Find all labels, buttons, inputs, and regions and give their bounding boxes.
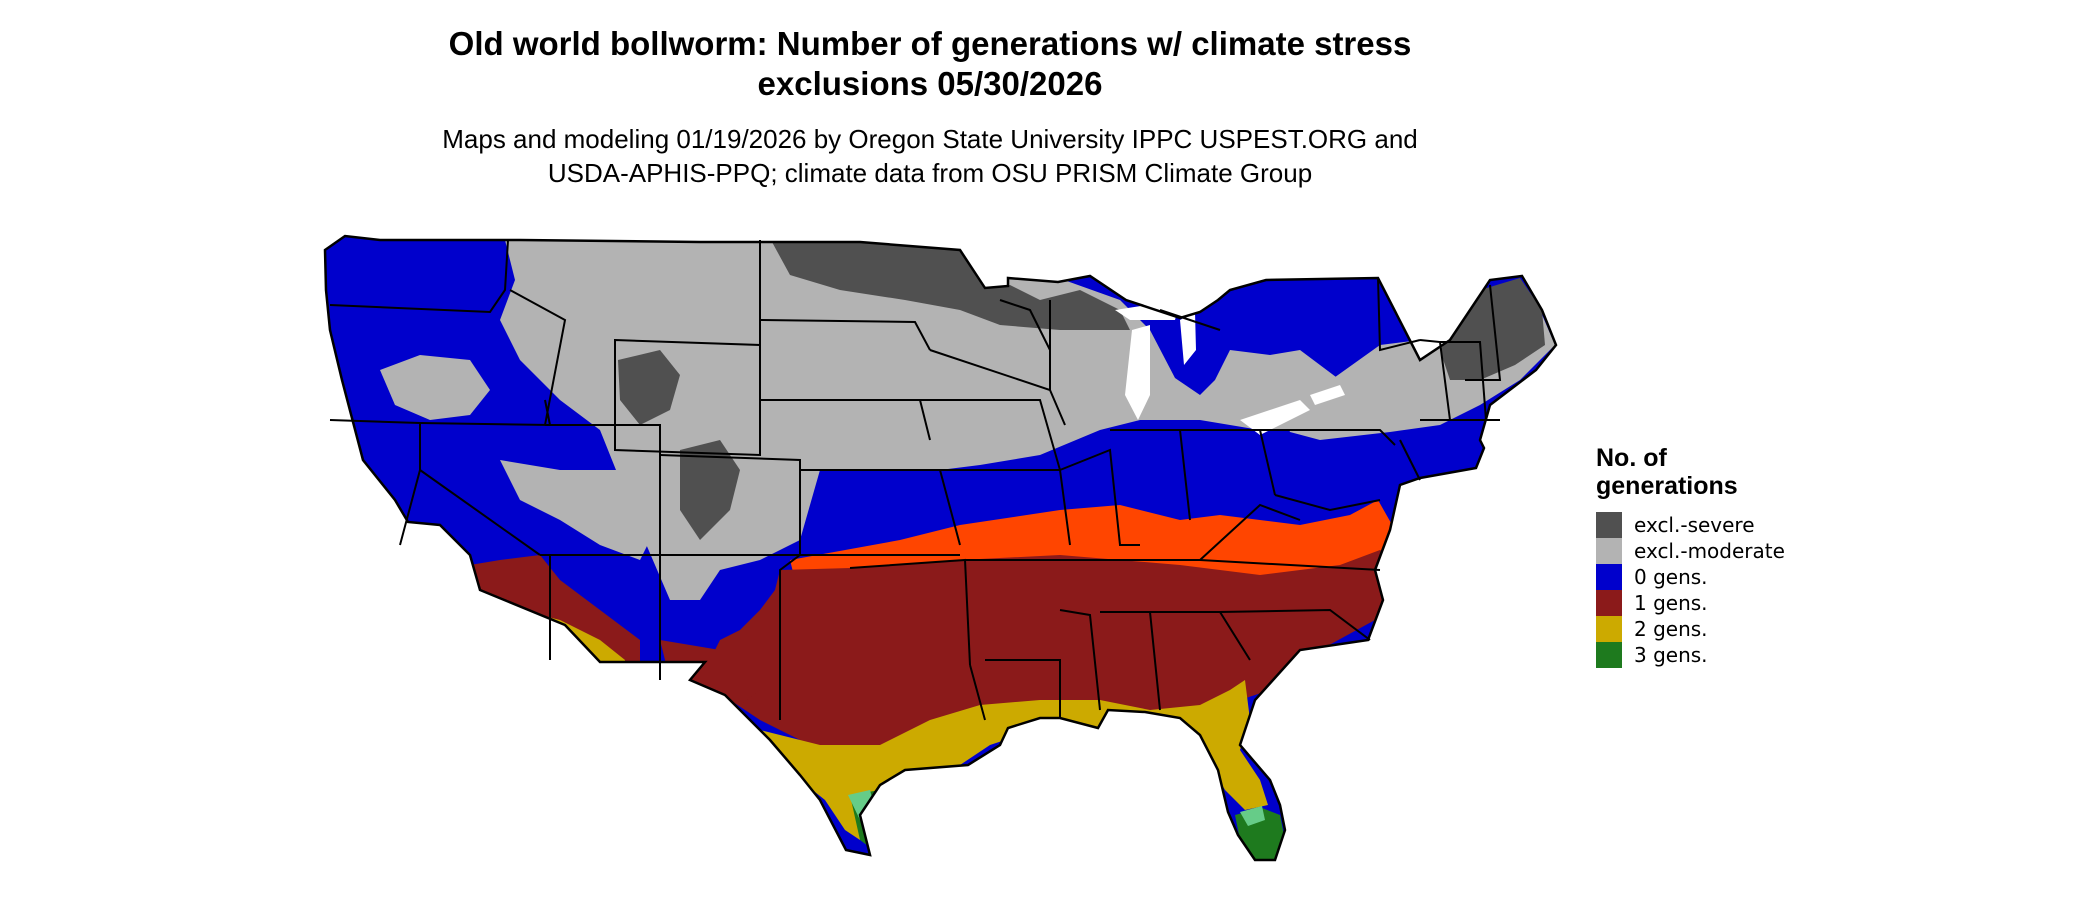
zone-excl-severe-maine	[1440, 278, 1545, 380]
legend-title-line1: No. of	[1596, 444, 1667, 472]
legend-title: No. of generations	[1596, 444, 1796, 500]
us-generations-map	[323, 234, 1558, 862]
zone-one-gen-south	[700, 550, 1400, 790]
generation-zones	[325, 236, 1556, 860]
zone-excl-moderate-north	[500, 240, 1450, 600]
zone-excl-severe-minnesota	[772, 242, 1130, 330]
legend-item-3-gens: 3 gens.	[1596, 642, 1796, 668]
us-outline	[323, 234, 1558, 862]
legend-item-1-gens: 1 gens.	[1596, 590, 1796, 616]
zone-excl-moderate-oregon	[380, 355, 490, 420]
legend: No. of generations excl.-severe excl.-mo…	[1596, 444, 1796, 668]
zone-three-gens-light	[848, 790, 1265, 826]
zone-excl-severe-colorado	[680, 440, 740, 540]
legend-swatch	[1596, 616, 1622, 642]
zone-excl-severe-wyoming	[618, 350, 680, 425]
legend-label: 1 gens.	[1634, 591, 1708, 615]
legend-item-2-gens: 2 gens.	[1596, 616, 1796, 642]
legend-label: 0 gens.	[1634, 565, 1708, 589]
map-subtitle: Maps and modeling 01/19/2026 by Oregon S…	[380, 122, 1480, 190]
zone-two-gens-california	[470, 590, 505, 660]
legend-title-line2: generations	[1596, 472, 1738, 500]
legend-label: excl.-moderate	[1634, 539, 1785, 563]
zone-excl-moderate-basin	[500, 460, 660, 560]
legend-label: 3 gens.	[1634, 643, 1708, 667]
great-lakes	[1115, 300, 1345, 435]
legend-label: 2 gens.	[1634, 617, 1708, 641]
legend-item-excl-severe: excl.-severe	[1596, 512, 1796, 538]
legend-swatch	[1596, 512, 1622, 538]
map-title-line1: Old world bollworm: Number of generation…	[448, 25, 1412, 62]
map-subtitle-line2: USDA-APHIS-PPQ; climate data from OSU PR…	[547, 158, 1313, 188]
legend-item-0-gens: 0 gens.	[1596, 564, 1796, 590]
legend-label: excl.-severe	[1634, 513, 1755, 537]
legend-item-excl-moderate: excl.-moderate	[1596, 538, 1796, 564]
legend-swatch	[1596, 564, 1622, 590]
legend-swatch	[1596, 538, 1622, 564]
legend-swatch	[1596, 642, 1622, 668]
zone-one-gen-new-mexico	[660, 640, 760, 705]
map-title: Old world bollworm: Number of generation…	[380, 24, 1480, 104]
map-subtitle-line1: Maps and modeling 01/19/2026 by Oregon S…	[442, 124, 1418, 154]
legend-items: excl.-severe excl.-moderate 0 gens. 1 ge…	[1596, 512, 1796, 668]
legend-swatch	[1596, 590, 1622, 616]
state-borders	[329, 239, 1502, 721]
map-title-line2: exclusions 05/30/2026	[757, 65, 1103, 102]
